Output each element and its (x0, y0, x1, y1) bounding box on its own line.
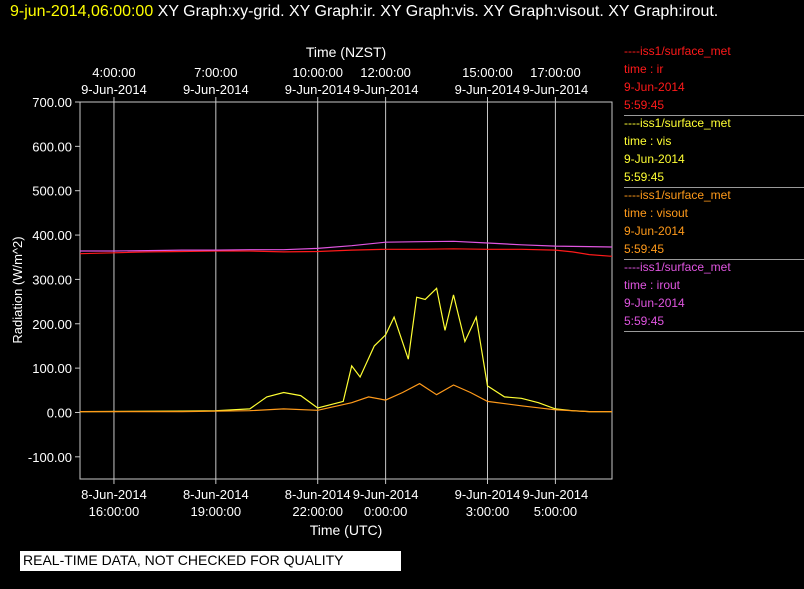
x-axis-top: 4:00:00 9-Jun-2014 7:00:00 9-Jun-2014 10:00:… (81, 65, 588, 102)
legend-variable: time : irout (624, 278, 681, 292)
x-tick-time: 16:00:00 (89, 504, 140, 519)
x2-axis-title: Time (NZST) (306, 44, 386, 60)
legend-source: ----iss1/surface_met (624, 116, 731, 130)
title-graph-names: XY Graph:xy-grid. XY Graph:ir. XY Graph:… (153, 3, 719, 20)
x2-tick-date: 9-Jun-2014 (81, 82, 147, 97)
legend-time: 5:59:45 (624, 98, 665, 112)
x-tick-time: 5:00:00 (534, 504, 577, 519)
x2-tick-time: 7:00:00 (194, 65, 237, 80)
y-tick-label: 300.00 (32, 272, 72, 287)
x2-tick-time: 17:00:00 (530, 65, 581, 80)
x-tick-time: 22:00:00 (292, 504, 343, 519)
x-tick-time: 0:00:00 (364, 504, 407, 519)
legend-date: 9-Jun-2014 (624, 152, 685, 166)
x2-tick-time: 10:00:00 (292, 65, 343, 80)
graph-title: 9-jun-2014,06:00:00 XY Graph:xy-grid. XY… (10, 2, 795, 22)
x-axis-bottom: 8-Jun-2014 16:00:00 8-Jun-2014 19:00:00 8-Ju… (81, 479, 588, 519)
series-layer (79, 240, 613, 413)
legend-time: 5:59:45 (624, 314, 665, 328)
title-timestamp: 9-jun-2014,06:00:00 (10, 3, 154, 20)
legend-variable: time : vis (624, 134, 672, 148)
legend-irout: ----iss1/surface_met time : irout 9-Jun-… (624, 258, 804, 332)
y-tick-label: -100.00 (28, 450, 72, 465)
x2-tick-date: 9-Jun-2014 (183, 82, 249, 97)
legend-divider (624, 115, 804, 116)
x2-tick-date: 9-Jun-2014 (285, 82, 351, 97)
legend-divider (624, 259, 804, 260)
quality-warning: REAL-TIME DATA, NOT CHECKED FOR QUALITY (20, 551, 401, 571)
y-tick-label: 600.00 (32, 139, 72, 154)
grid-layer (113, 102, 556, 479)
x-tick-date: 8-Jun-2014 (81, 487, 147, 502)
legend-source: ----iss1/surface_met (624, 260, 731, 274)
legend-time: 5:59:45 (624, 242, 665, 256)
x2-tick-time: 15:00:00 (462, 65, 513, 80)
y-tick-label: 400.00 (32, 228, 72, 243)
legend-vis: ----iss1/surface_met time : vis 9-Jun-20… (624, 114, 804, 188)
legend-variable: time : visout (624, 206, 689, 220)
y-tick-label: 700.00 (32, 95, 72, 110)
series-line (80, 240, 613, 252)
y-tick-label: 100.00 (32, 361, 72, 376)
x-tick-date: 9-Jun-2014 (523, 487, 589, 502)
plot-frame (79, 101, 613, 480)
legend-date: 9-Jun-2014 (624, 80, 685, 94)
legend-source: ----iss1/surface_met (624, 188, 731, 202)
x2-tick-time: 4:00:00 (92, 65, 135, 80)
x2-tick-date: 9-Jun-2014 (455, 82, 521, 97)
legend-divider (624, 187, 804, 188)
x-tick-date: 9-Jun-2014 (455, 487, 521, 502)
series-line (79, 287, 612, 413)
x-tick-date: 8-Jun-2014 (285, 487, 351, 502)
legend-divider (624, 331, 804, 332)
legend-time: 5:59:45 (624, 170, 665, 184)
x-tick-time: 19:00:00 (191, 504, 242, 519)
x-tick-date: 9-Jun-2014 (353, 487, 419, 502)
x-tick-time: 3:00:00 (466, 504, 509, 519)
legend-date: 9-Jun-2014 (624, 224, 685, 238)
y-axis-title: Radiation (W/m^2) (10, 236, 25, 343)
x-tick-date: 8-Jun-2014 (183, 487, 249, 502)
series-line (80, 382, 612, 413)
y-tick-label: 0.00 (47, 405, 72, 420)
legend-date: 9-Jun-2014 (624, 296, 685, 310)
legend-source: ----iss1/surface_met (624, 44, 731, 58)
legend-visout: ----iss1/surface_met time : visout 9-Jun… (624, 186, 804, 260)
x-axis-title: Time (UTC) (310, 522, 383, 538)
y-tick-label: 500.00 (32, 184, 72, 199)
y-axis: -100.00 0.00 100.00 200.00 300.00 400.00 500.0… (28, 95, 80, 465)
x2-tick-time: 12:00:00 (360, 65, 411, 80)
legend-variable: time : ir (624, 62, 664, 76)
series-line (79, 248, 613, 257)
y-tick-label: 200.00 (32, 317, 72, 332)
x2-tick-date: 9-Jun-2014 (523, 82, 589, 97)
legend-ir: ----iss1/surface_met time : ir 9-Jun-201… (624, 42, 804, 116)
x2-tick-date: 9-Jun-2014 (353, 82, 419, 97)
